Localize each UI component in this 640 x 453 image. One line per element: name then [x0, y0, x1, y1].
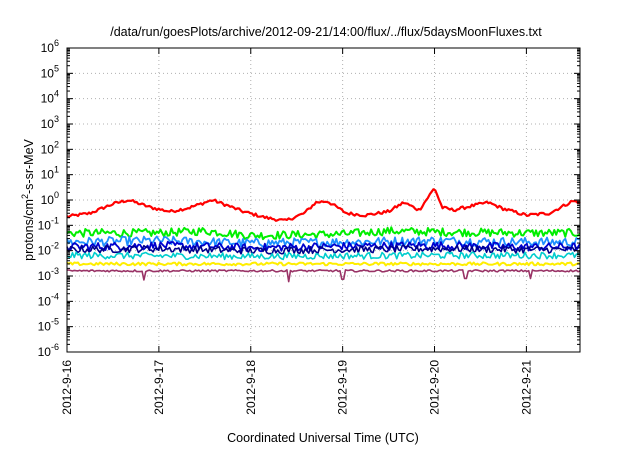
- series-line-4: [66, 244, 581, 255]
- x-tick-label: 2012-9-18: [244, 360, 258, 415]
- x-axis-label: Coordinated Universal Time (UTC): [227, 431, 419, 445]
- series-line-3: [66, 240, 581, 253]
- x-tick-label: 2012-9-16: [60, 360, 74, 415]
- y-tick-label: 10-3: [38, 266, 59, 283]
- axes: 10-6 10-5 10-4 10-3 10-2 10-1 100 101 102 103 104 1…: [38, 38, 581, 415]
- y-axis-label: protons/cm2-s-sr-MeV: [20, 138, 36, 260]
- series-line-5: [66, 251, 581, 261]
- x-tick-label: 2012-9-21: [519, 360, 533, 415]
- y-tick-label: 10-2: [38, 241, 59, 258]
- y-tick-label: 101: [41, 165, 59, 182]
- y-axis-label-rest: -s-sr-MeV: [22, 138, 36, 194]
- y-axis-label-main: protons/cm: [22, 199, 36, 261]
- y-tick-label: 105: [41, 63, 59, 80]
- y-tick-label: 102: [41, 139, 59, 156]
- x-tick-label: 2012-9-17: [152, 360, 166, 415]
- series-line-7: [66, 269, 581, 283]
- y-tick-label: 10-6: [38, 342, 59, 359]
- y-axis-label-sup: 2: [20, 194, 30, 199]
- y-tick-label: 10-1: [38, 215, 59, 232]
- y-tick-label: 10-4: [38, 291, 59, 308]
- y-tick-label: 104: [41, 89, 59, 106]
- chart-title: /data/run/goesPlots/archive/2012-09-21/1…: [110, 25, 542, 39]
- y-tick-label: 100: [41, 190, 59, 207]
- series-line-0: [66, 188, 581, 222]
- series-line-1: [66, 226, 581, 241]
- y-tick-label: 10-5: [38, 317, 59, 334]
- x-tick-label: 2012-9-19: [336, 360, 350, 415]
- y-tick-label: 103: [41, 114, 59, 131]
- y-tick-label: 106: [41, 38, 59, 55]
- series-line-2: [66, 235, 581, 248]
- series-line-6: [66, 261, 581, 267]
- grid: [66, 48, 580, 352]
- series-layer: [66, 188, 581, 283]
- x-tick-label: 2012-9-20: [428, 360, 442, 415]
- plot-frame: [66, 47, 581, 353]
